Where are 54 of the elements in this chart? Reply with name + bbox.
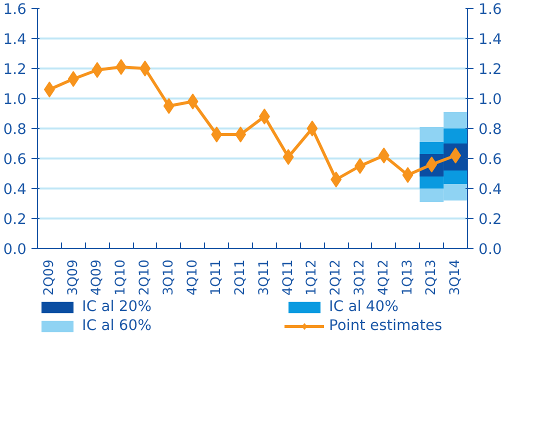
y-tick-label: 0.8 bbox=[3, 121, 27, 138]
legend-label: IC al 40% bbox=[329, 298, 400, 315]
x-tick-label: 1Q10 bbox=[114, 259, 129, 296]
point bbox=[187, 94, 198, 110]
y2-tick-label: 1.2 bbox=[478, 61, 502, 78]
y-tick-label: 1.2 bbox=[3, 61, 27, 78]
y-tick-label: 0.0 bbox=[3, 241, 27, 258]
legend-label: IC al 20% bbox=[82, 298, 153, 315]
point bbox=[211, 126, 222, 142]
y2-tick-label: 1.4 bbox=[478, 31, 502, 48]
point bbox=[378, 148, 390, 164]
x-tick-label: 1Q11 bbox=[209, 259, 224, 296]
point bbox=[92, 62, 103, 78]
y-tick-label: 1.6 bbox=[3, 1, 27, 18]
x-tick-label: 2Q09 bbox=[42, 259, 57, 296]
x-tick-label: 3Q12 bbox=[352, 259, 368, 296]
y-tick-label: 0.4 bbox=[3, 181, 27, 198]
y2-tick-label: 1.0 bbox=[478, 91, 502, 108]
x-tick-label: 2Q12 bbox=[328, 259, 344, 296]
point bbox=[44, 82, 55, 98]
x-tick-label: 1Q12 bbox=[304, 259, 320, 296]
y2-tick-label: 0.2 bbox=[478, 211, 502, 228]
x-tick-label: 3Q10 bbox=[161, 259, 176, 296]
x-tick-label: 3Q11 bbox=[256, 259, 272, 296]
point bbox=[116, 59, 127, 75]
point bbox=[306, 120, 318, 136]
point bbox=[402, 167, 414, 183]
x-tick-label: 2Q11 bbox=[233, 259, 248, 296]
x-tick-label: 4Q12 bbox=[376, 259, 392, 296]
y2-tick-label: 0.6 bbox=[478, 151, 502, 168]
y-tick-label: 0.2 bbox=[3, 211, 27, 228]
y2-tick-label: 0.8 bbox=[478, 121, 502, 138]
x-tick-label: 2Q10 bbox=[138, 259, 152, 296]
x-tick-label: 3Q09 bbox=[66, 259, 81, 296]
x-tick-label: 4Q09 bbox=[90, 259, 105, 296]
y2-tick-label: 1.6 bbox=[478, 1, 502, 18]
y2-tick-label: 0.0 bbox=[478, 241, 502, 258]
x-tick-label: 3Q14 bbox=[448, 259, 464, 296]
y-tick-label: 1.0 bbox=[3, 91, 27, 108]
legend-label: IC al 60% bbox=[82, 317, 153, 334]
x-tick-label: 2Q13 bbox=[424, 259, 440, 296]
x-tick-label: 4Q11 bbox=[280, 259, 296, 296]
y-tick-label: 0.6 bbox=[3, 151, 27, 168]
y-tick-label: 1.4 bbox=[3, 31, 27, 48]
point bbox=[235, 126, 246, 142]
y2-tick-label: 0.4 bbox=[478, 181, 502, 198]
point bbox=[282, 149, 294, 165]
legend-label: Point estimates bbox=[329, 317, 444, 334]
point bbox=[163, 98, 174, 114]
x-tick-label: 4Q10 bbox=[185, 259, 200, 296]
point bbox=[68, 71, 79, 87]
point bbox=[258, 108, 270, 124]
point bbox=[330, 172, 342, 188]
x-tick-label: 1Q13 bbox=[400, 259, 416, 296]
